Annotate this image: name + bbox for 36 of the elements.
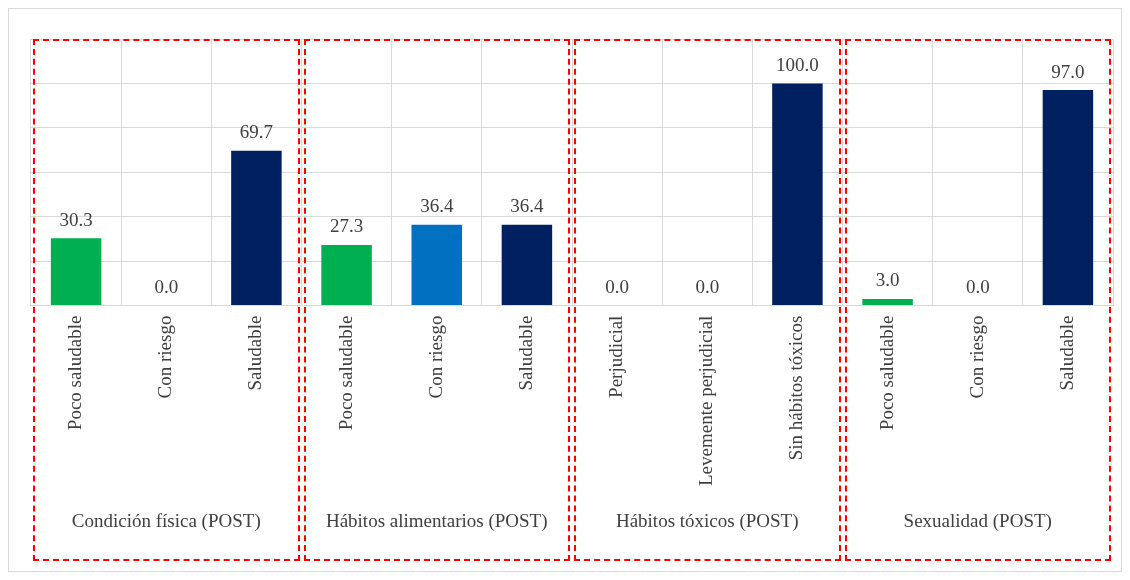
bar [1042, 90, 1094, 306]
text: Condición física (POST) [70, 509, 262, 533]
bar [772, 83, 823, 306]
text: Hábitos alimentarios (POST) [324, 509, 549, 533]
data-label: 0.0 [154, 276, 179, 298]
text: Sexualidad (POST) [902, 509, 1053, 533]
x-tick-label: Perjudicial [605, 315, 627, 398]
bar [411, 224, 462, 306]
data-label: 27.3 [329, 215, 364, 237]
data-label: 97.0 [1051, 60, 1085, 82]
x-tick-label: Poco saludable [875, 315, 897, 431]
bar [231, 150, 282, 306]
bar [862, 298, 913, 306]
x-tick-label: Saludable [1055, 315, 1077, 391]
data-label: 0.0 [965, 276, 990, 298]
x-tick-label: Con riesgo [965, 315, 987, 399]
bar [501, 224, 553, 306]
x-tick-label: Saludable [514, 315, 536, 391]
data-label: 0.0 [605, 276, 629, 298]
data-label: 0.0 [695, 276, 720, 298]
x-tick-label: Con riesgo [424, 315, 446, 399]
bar [50, 238, 102, 306]
data-label: 30.3 [59, 208, 93, 230]
data-label: 36.4 [420, 195, 454, 217]
data-label: 69.7 [239, 121, 274, 143]
data-label: 36.4 [510, 195, 545, 217]
text: Hábitos tóxicos (POST) [614, 509, 800, 533]
x-tick-label: Poco saludable [64, 315, 86, 431]
x-tick-label: Levemente perjudicial [695, 315, 717, 486]
bar [321, 244, 372, 306]
data-label: 100.0 [776, 53, 819, 75]
x-tick-label: Con riesgo [154, 315, 176, 399]
data-label: 3.0 [875, 269, 900, 291]
x-tick-label: Saludable [244, 315, 266, 391]
x-tick-label: Sin hábitos tóxicos [785, 315, 807, 461]
x-tick-label: Poco saludable [334, 315, 356, 431]
